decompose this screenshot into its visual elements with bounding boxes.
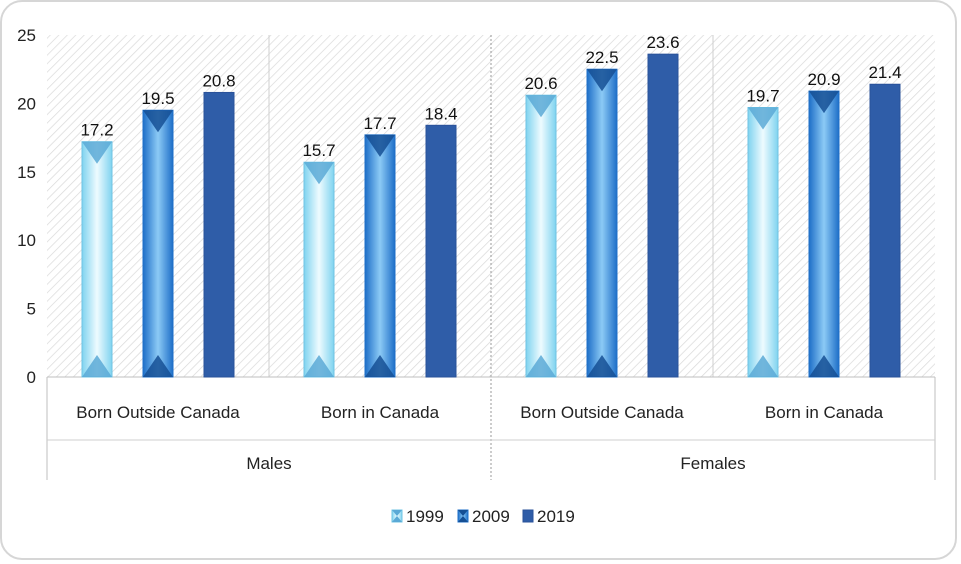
bar-top-wedge bbox=[587, 69, 617, 92]
bar-2019 bbox=[869, 83, 901, 378]
bar-bottom-wedge bbox=[809, 355, 839, 377]
data-label: 19.7 bbox=[746, 87, 779, 106]
legend-label: 2009 bbox=[472, 507, 510, 526]
category-label: Born Outside Canada bbox=[520, 403, 684, 422]
legend-swatch-2019 bbox=[522, 509, 534, 523]
bar-top-wedge bbox=[143, 110, 173, 133]
category-label: Born in Canada bbox=[765, 403, 884, 422]
bar-1999 bbox=[747, 107, 779, 378]
data-label: 18.4 bbox=[424, 104, 457, 123]
y-tick-label: 25 bbox=[17, 26, 36, 45]
legend-label: 2019 bbox=[537, 507, 575, 526]
data-label: 17.2 bbox=[80, 121, 113, 140]
legend-swatch-wedge bbox=[392, 516, 402, 522]
group-label: Females bbox=[680, 454, 745, 473]
legend-label: 1999 bbox=[406, 507, 444, 526]
data-label: 17.7 bbox=[363, 114, 396, 133]
bar-2019 bbox=[647, 53, 679, 378]
bar-2009 bbox=[142, 109, 174, 378]
bar-top-wedge bbox=[304, 162, 334, 185]
bar-top-wedge bbox=[809, 91, 839, 114]
bar-top-wedge bbox=[748, 107, 778, 130]
bar-2019 bbox=[425, 124, 457, 378]
bar-2009 bbox=[808, 90, 840, 378]
group-label: Males bbox=[246, 454, 291, 473]
category-label: Born in Canada bbox=[321, 403, 440, 422]
data-label: 20.8 bbox=[202, 71, 235, 90]
bar-2009 bbox=[364, 134, 396, 378]
bar-bottom-wedge bbox=[748, 355, 778, 377]
data-label: 19.5 bbox=[141, 89, 174, 108]
bar-2019 bbox=[203, 91, 235, 378]
bar-top-wedge bbox=[82, 141, 112, 164]
bar-top-wedge bbox=[526, 95, 556, 118]
bar-bottom-wedge bbox=[143, 355, 173, 377]
bar-bottom-wedge bbox=[587, 355, 617, 377]
bar-bottom-wedge bbox=[526, 355, 556, 377]
y-tick-label: 0 bbox=[27, 368, 36, 387]
data-label: 22.5 bbox=[585, 48, 618, 67]
y-tick-label: 10 bbox=[17, 231, 36, 250]
legend-swatch-wedge bbox=[458, 516, 468, 522]
bar-bottom-wedge bbox=[304, 355, 334, 377]
y-tick-label: 5 bbox=[27, 300, 36, 319]
plot-area bbox=[47, 35, 935, 377]
data-label: 21.4 bbox=[868, 63, 901, 82]
y-tick-label: 20 bbox=[17, 94, 36, 113]
legend-swatch-wedge bbox=[458, 510, 468, 516]
bar-1999 bbox=[81, 141, 113, 378]
category-label: Born Outside Canada bbox=[76, 403, 240, 422]
bar-1999 bbox=[525, 94, 557, 378]
data-label: 20.6 bbox=[524, 74, 557, 93]
bar-2009 bbox=[586, 68, 618, 378]
bar-bottom-wedge bbox=[82, 355, 112, 377]
bar-bottom-wedge bbox=[365, 355, 395, 377]
data-label: 20.9 bbox=[807, 70, 840, 89]
data-label: 23.6 bbox=[646, 33, 679, 52]
bar-1999 bbox=[303, 161, 335, 378]
bar-top-wedge bbox=[365, 134, 395, 157]
legend-swatch-wedge bbox=[392, 510, 402, 516]
y-tick-label: 15 bbox=[17, 163, 36, 182]
data-label: 15.7 bbox=[302, 141, 335, 160]
